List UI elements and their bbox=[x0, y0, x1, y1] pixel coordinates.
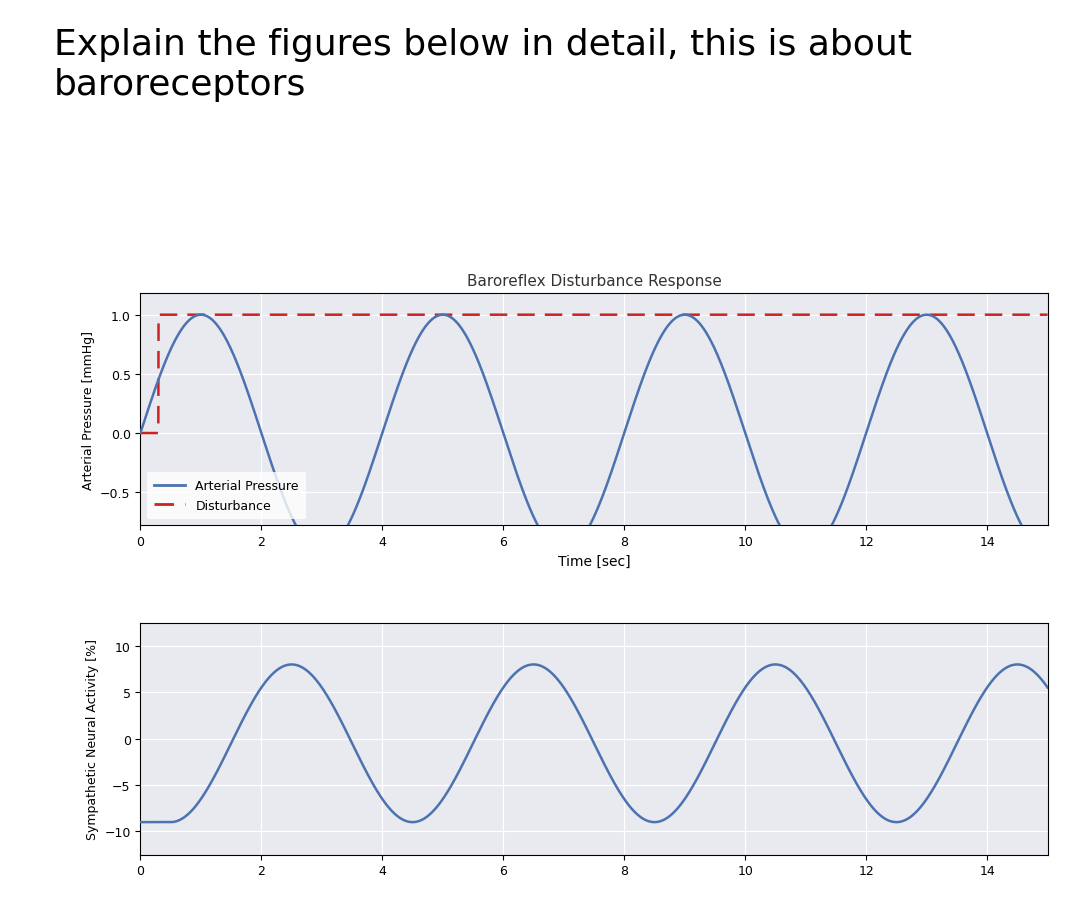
Text: Explain the figures below in detail, this is about
baroreceptors: Explain the figures below in detail, thi… bbox=[54, 28, 912, 102]
Y-axis label: Sympathetic Neural Activity [%]: Sympathetic Neural Activity [%] bbox=[85, 639, 98, 839]
Title: Baroreflex Disturbance Response: Baroreflex Disturbance Response bbox=[467, 274, 721, 289]
Legend: Arterial Pressure, Disturbance: Arterial Pressure, Disturbance bbox=[147, 472, 307, 519]
X-axis label: Time [sec]: Time [sec] bbox=[557, 554, 631, 568]
Y-axis label: Arterial Pressure [mmHg]: Arterial Pressure [mmHg] bbox=[82, 331, 95, 489]
